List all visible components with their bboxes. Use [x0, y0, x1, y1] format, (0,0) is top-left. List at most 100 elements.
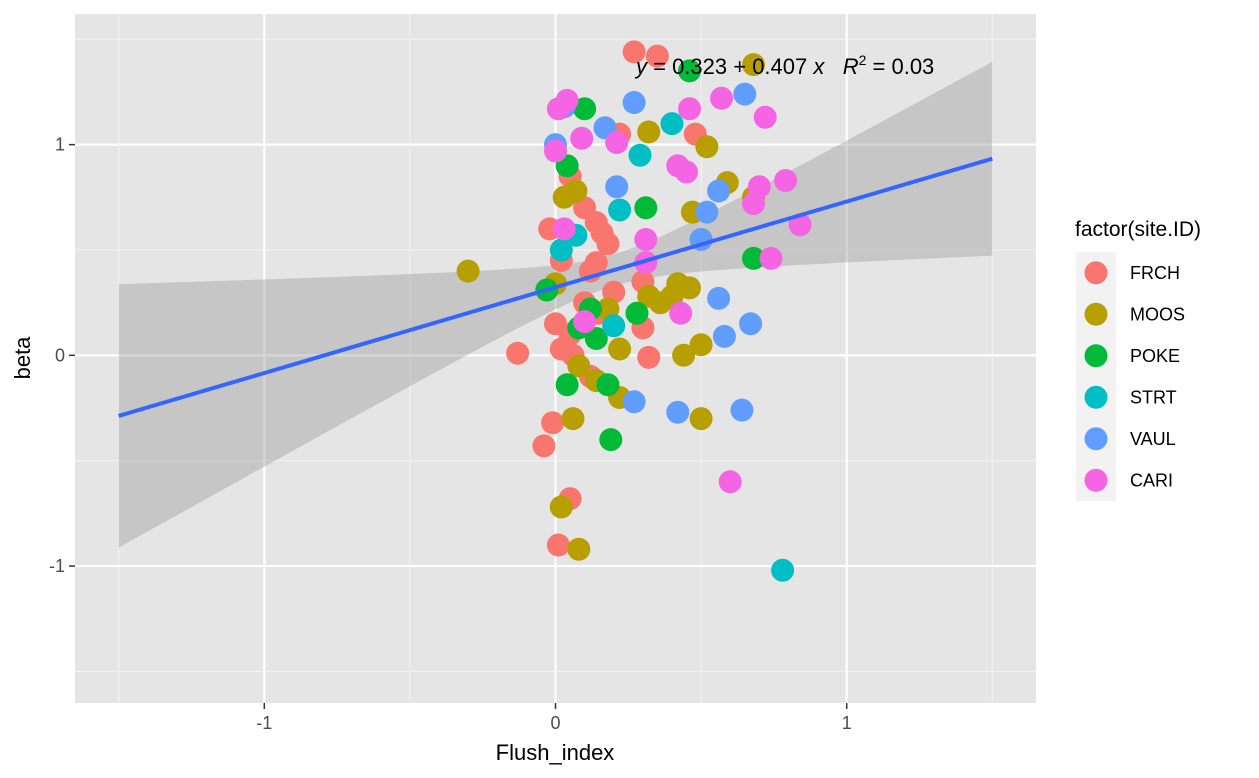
point-moos	[689, 333, 713, 357]
eq-r-symbol: R	[843, 54, 859, 79]
legend-label-frch: FRCH	[1130, 263, 1180, 283]
point-strt	[602, 314, 626, 338]
point-poke	[625, 301, 649, 325]
x-tick-label: 1	[842, 713, 852, 733]
legend-label-poke: POKE	[1130, 346, 1180, 366]
legend-label-moos: MOOS	[1130, 304, 1185, 324]
point-strt	[608, 198, 632, 222]
point-poke	[584, 327, 608, 350]
point-frch	[541, 411, 565, 435]
point-cari	[634, 228, 658, 251]
legend-key-vaul	[1084, 427, 1108, 451]
point-poke	[678, 59, 701, 83]
eq-r-exponent: 2	[859, 52, 867, 68]
point-frch	[596, 232, 620, 256]
point-moos	[552, 185, 576, 209]
point-cari	[678, 97, 701, 121]
point-moos	[456, 259, 480, 283]
eq-part2: = 0.03	[866, 54, 934, 79]
point-frch	[622, 40, 646, 64]
point-cari	[675, 160, 698, 184]
eq-part1: = 0.323 + 0.407	[647, 54, 813, 79]
point-cari	[774, 169, 798, 192]
point-poke	[599, 428, 623, 452]
point-cari	[552, 217, 576, 241]
point-moos	[695, 135, 719, 159]
point-vaul	[712, 324, 736, 348]
point-poke	[573, 97, 597, 121]
x-tick-label: -1	[256, 713, 272, 733]
eq-y-symbol: y	[634, 54, 649, 79]
legend-key-frch	[1084, 261, 1108, 285]
point-cari	[570, 126, 594, 150]
eq-spacer	[824, 54, 842, 79]
x-axis-ticks: -1 0 1	[256, 703, 852, 733]
point-strt	[660, 112, 684, 136]
confidence-band	[118, 61, 993, 548]
point-vaul	[733, 82, 757, 106]
point-moos	[660, 284, 684, 308]
y-tick-label: -1	[49, 556, 65, 576]
point-cari	[544, 139, 567, 163]
point-cari	[546, 97, 570, 121]
point-moos	[549, 495, 573, 519]
legend-key-strt	[1084, 385, 1108, 409]
point-cari	[605, 131, 629, 154]
y-axis-title: beta	[10, 336, 35, 380]
y-axis-ticks: -1 0 1	[49, 135, 75, 576]
point-vaul	[707, 179, 731, 203]
legend-key-background	[1076, 252, 1116, 501]
point-poke	[555, 373, 579, 397]
x-axis-title: Flush_index	[496, 740, 615, 765]
regression-line-path	[118, 156, 993, 418]
point-frch	[506, 341, 530, 365]
point-vaul	[622, 91, 646, 114]
eq-x-symbol: x	[812, 54, 825, 79]
point-moos	[608, 337, 632, 361]
legend-title: factor(site.ID)	[1075, 218, 1201, 241]
data-points	[456, 40, 812, 582]
point-poke	[742, 246, 765, 270]
point-moos	[742, 53, 765, 77]
legend: FRCH MOOS POKE STRT VAUL CARI	[1076, 252, 1185, 501]
point-frch	[532, 434, 556, 458]
legend-key-moos	[1084, 302, 1108, 326]
point-moos	[567, 354, 591, 378]
point-cari	[669, 301, 693, 325]
point-cari	[742, 192, 765, 216]
point-frch	[546, 533, 570, 557]
y-tick-label: 1	[55, 135, 65, 155]
point-cari	[573, 310, 597, 334]
point-moos	[561, 407, 585, 431]
point-moos	[672, 343, 696, 367]
point-cari	[753, 105, 777, 129]
point-vaul	[739, 312, 763, 336]
point-vaul	[695, 200, 719, 224]
point-poke	[634, 196, 658, 220]
legend-label-vaul: VAUL	[1130, 429, 1176, 449]
point-vaul	[605, 175, 629, 199]
legend-key-cari	[1084, 468, 1108, 492]
y-tick-label: 0	[55, 345, 65, 365]
point-poke	[596, 373, 620, 397]
point-frch	[637, 345, 661, 369]
point-frch	[645, 44, 669, 68]
legend-label-strt: STRT	[1130, 387, 1177, 407]
point-vaul	[666, 400, 690, 424]
point-vaul	[622, 390, 646, 414]
legend-key-poke	[1084, 344, 1108, 368]
confidence-band-area	[118, 61, 993, 548]
point-vaul	[707, 286, 731, 310]
point-moos	[689, 407, 713, 431]
regression-line	[118, 156, 993, 418]
point-strt	[771, 558, 795, 582]
point-moos	[678, 276, 701, 300]
x-tick-label: 0	[550, 713, 560, 733]
point-moos	[637, 120, 661, 144]
legend-label-cari: CARI	[1130, 470, 1173, 490]
point-strt	[628, 143, 652, 167]
point-strt	[549, 238, 573, 262]
point-cari	[759, 246, 783, 270]
point-vaul	[730, 398, 754, 422]
